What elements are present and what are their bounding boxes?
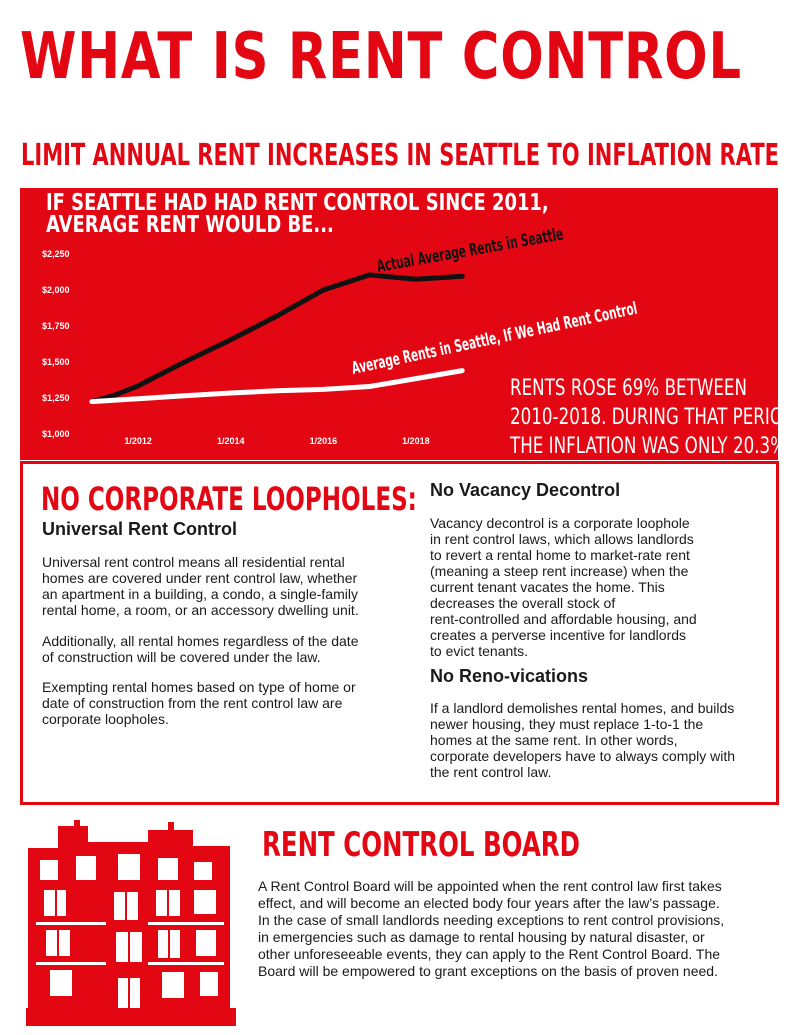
text-line: decreases the overall stock of [430,595,616,611]
text-line: newer housing, they must replace 1-to-1 … [430,716,704,732]
series-label-rent-control: Average Rents in Seattle, If We Had Rent… [350,299,639,378]
text-line: in rent control laws, which allows landl… [430,531,694,547]
x-tick-label: 1/2018 [402,436,430,446]
text-line: homes are covered under rent control law… [42,570,358,586]
text-line: rent-controlled and affordable housing, … [430,611,697,627]
text-line: Exempting rental homes based on type of … [42,679,356,695]
rent-chart-panel: $1,000 $1,250 $1,500 $1,750 $2,000 $2,250 1/20… [20,188,800,460]
text-line: rental home, a room, or an accessory dwe… [42,602,359,618]
loopholes-section: NO CORPORATE LOOPHOLES: Universal Rent C… [20,461,779,805]
text-line: an apartment in a building, a condo, a s… [42,586,358,602]
text-line: to evict tenants. [430,643,529,659]
text-line: homes at the same rent. In other words, [430,732,678,748]
loopholes-title: NO CORPORATE LOOPHOLES: [41,480,417,518]
universal-paragraph-3: Exempting rental homes based on type of … [42,679,356,727]
y-tick-label: $1,000 [42,429,70,439]
text-line: the rent control law. [430,764,552,780]
text-line: effect, and will become an elected body … [258,895,720,911]
reno-paragraph: If a landlord demolishes rental homes, a… [430,700,735,780]
page-subtitle: LIMIT ANNUAL RENT INCREASES IN SEATTLE T… [21,138,780,173]
board-paragraph: A Rent Control Board will be appointed w… [258,878,783,980]
x-tick-label: 1/2014 [217,436,245,446]
y-tick-label: $1,250 [42,393,70,403]
text-line: Additionally, all rental homes regardles… [42,633,359,649]
text-line: (meaning a steep rent increase) when the [430,563,689,579]
x-tick-label: 1/2012 [124,436,152,446]
y-tick-label: $1,500 [42,357,70,367]
y-tick-label: $2,250 [42,249,70,259]
y-tick-label: $1,750 [42,321,70,331]
universal-paragraph-1: Universal rent control means all residen… [42,554,359,618]
series-line-actual [89,272,465,405]
text-line: corporate loopholes. [42,711,169,727]
text-line: current tenant vacates the home. This [430,579,665,595]
text-line: In the case of small landlords needing e… [258,912,725,928]
inflation-note-line: RENTS ROSE 69% BETWEEN [510,376,748,401]
vacancy-paragraph: Vacancy decontrol is a corporate loophol… [430,515,697,659]
rent-chart: $1,000 $1,250 $1,500 $1,750 $2,000 $2,250 1/20… [42,225,639,446]
reno-heading: No Reno-vications [430,666,589,686]
text-line: other unforeseeable events, they can app… [258,946,721,962]
text-line: to revert a rental home to market-rate r… [430,547,690,563]
text-line: If a landlord demolishes rental homes, a… [430,700,735,716]
apartment-building-image [18,818,240,1028]
text-line: creates a perverse incentive for landlor… [430,627,687,643]
text-line: Vacancy decontrol is a corporate loophol… [430,515,690,531]
text-line: A Rent Control Board will be appointed w… [258,878,722,894]
text-line: date of construction from the rent contr… [42,695,343,711]
vacancy-heading: No Vacancy Decontrol [430,480,621,500]
text-line: Board will be empowered to grant excepti… [258,963,718,979]
inflation-note-line: THE INFLATION WAS ONLY 20.3%. [510,434,792,459]
x-tick-label: 1/2016 [310,436,338,446]
y-tick-label: $2,000 [42,285,70,295]
inflation-note: RENTS ROSE 69% BETWEEN 2010-2018. DURING… [510,374,800,461]
series-line-rent-control [89,368,465,405]
text-line: corporate developers have to always comp… [430,748,736,764]
chart-title: IF SEATTLE HAD HAD RENT CONTROL SINCE 20… [46,190,549,238]
text-line: Universal rent control means all residen… [42,554,345,570]
page-title: WHAT IS RENT CONTROL [20,20,742,94]
board-title: RENT CONTROL BOARD [262,825,580,865]
inflation-note-line: 2010-2018. DURING THAT PERIOD, [510,405,800,430]
chart-title-line: IF SEATTLE HAD HAD RENT CONTROL SINCE 20… [46,190,549,216]
universal-heading: Universal Rent Control [42,519,238,539]
chart-title-line: AVERAGE RENT WOULD BE... [46,212,334,238]
universal-paragraph-2: Additionally, all rental homes regardles… [42,633,358,665]
text-line: of construction will be covered under th… [42,649,321,665]
text-line: in emergencies such as damage to rental … [258,929,705,945]
